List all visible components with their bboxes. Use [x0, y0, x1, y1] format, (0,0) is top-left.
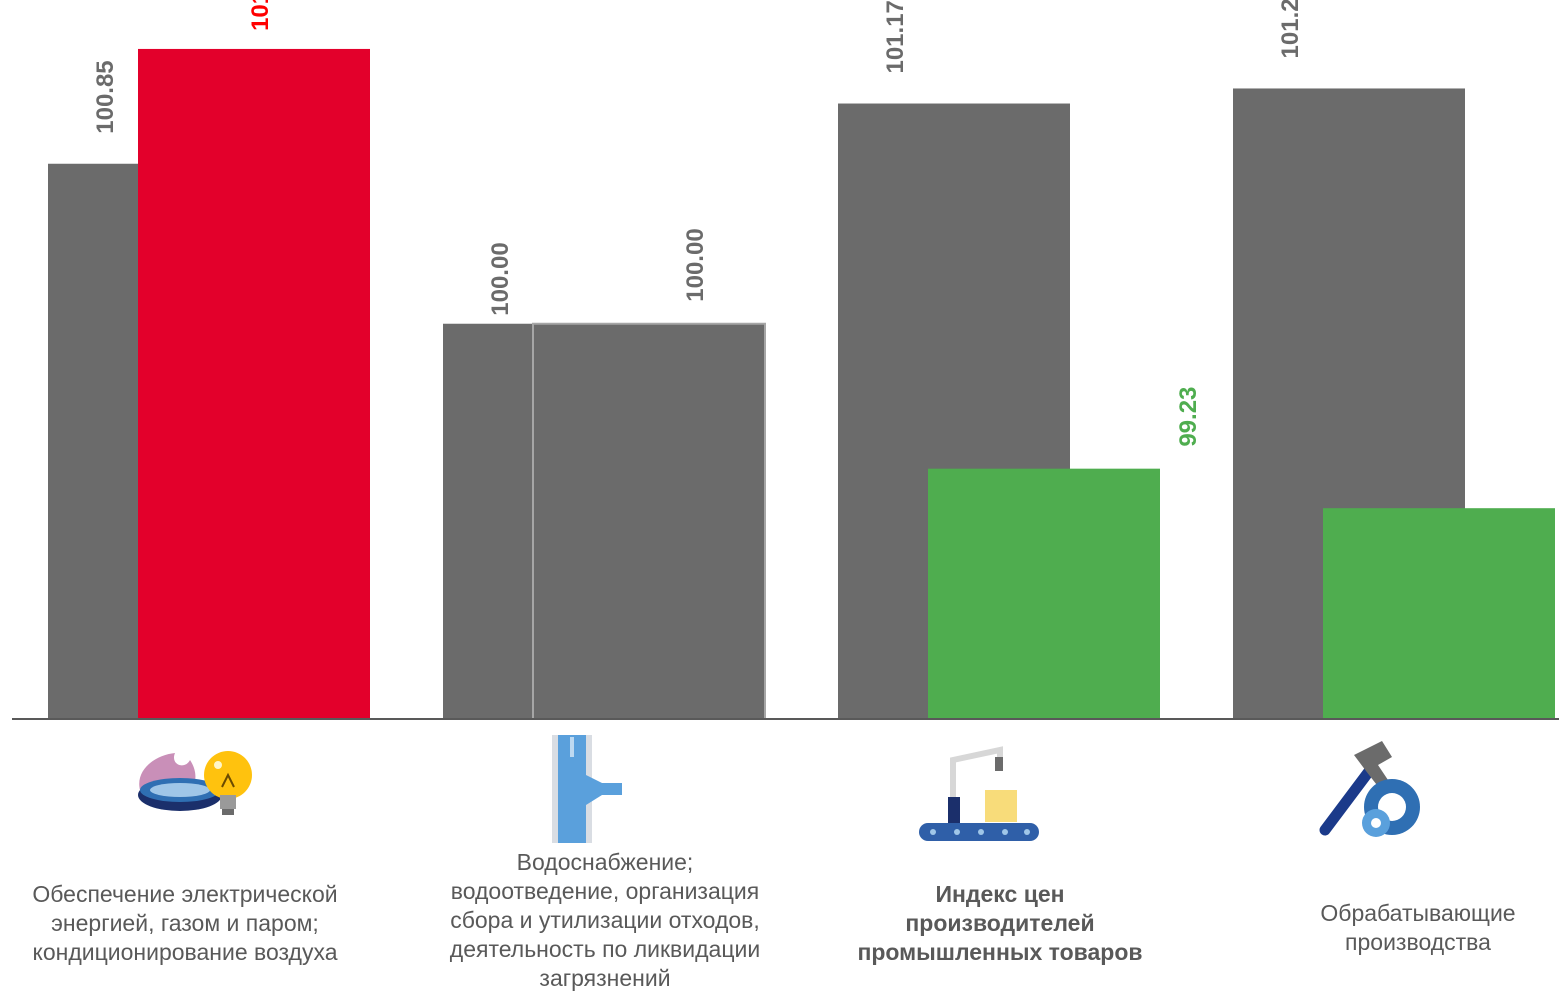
- category-label-electricity: Обеспечение электрической энергией, газом…: [32, 881, 338, 965]
- category-label-manufacturing: Обрабатывающие производства: [1320, 900, 1516, 955]
- bar-0-series-b: [138, 48, 370, 719]
- value-label-2-series-a: 101.17: [882, 0, 909, 73]
- bar-chart: 100.85 101.46 100.00 100.00 101.17 99.23 101.2…: [12, 0, 1559, 720]
- category-label-producer-price-index: Индекс цен производителей промышленных тов…: [857, 881, 1143, 965]
- value-label-2-series-b: 99.23: [1175, 387, 1202, 447]
- value-label-1-series-b: 100.00: [682, 228, 709, 301]
- value-label-0-series-a: 100.85: [92, 60, 119, 133]
- category-label-water-supply: Водоснабжение; водоотведение, организация…: [449, 849, 761, 991]
- value-label-1-series-a: 100.00: [487, 242, 514, 315]
- water-pipe-icon: [552, 735, 622, 843]
- gas-burner-bulb-icon: [138, 751, 252, 815]
- hammer-gear-icon: [1319, 741, 1420, 837]
- bar-1-series-b: [532, 322, 766, 720]
- bar-2-series-b: [928, 468, 1160, 719]
- conveyor-robot-icon: [919, 746, 1039, 841]
- value-label-3-series-a: 101.25: [1277, 0, 1304, 58]
- value-label-0-series-b: 101.46: [247, 0, 274, 31]
- bar-3-series-b: [1323, 508, 1555, 719]
